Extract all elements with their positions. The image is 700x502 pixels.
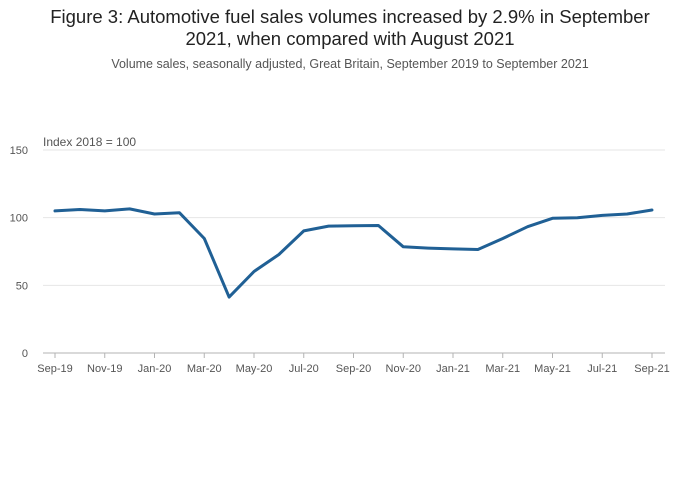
data-point[interactable]	[325, 222, 333, 230]
data-point[interactable]	[76, 206, 84, 214]
data-point[interactable]	[573, 214, 581, 222]
x-tick-label: Nov-19	[87, 363, 122, 375]
x-tick-label: Sep-21	[634, 363, 669, 375]
data-point[interactable]	[549, 214, 557, 222]
data-point[interactable]	[300, 227, 308, 235]
data-point[interactable]	[598, 211, 606, 219]
data-point[interactable]	[101, 207, 109, 215]
y-tick-label: 150	[10, 145, 28, 157]
x-tick-label: May-20	[236, 363, 273, 375]
data-point[interactable]	[648, 206, 656, 214]
y-tick-label: 100	[10, 213, 28, 225]
x-tick-label: Sep-19	[37, 363, 72, 375]
axes: 0 50 100 150 Sep-19 Nov-19 Jan-20 Mar-20 May-20 J…	[10, 145, 670, 375]
series-layer	[51, 205, 656, 301]
data-point[interactable]	[499, 235, 507, 243]
x-tick-label: May-21	[534, 363, 571, 375]
data-point[interactable]	[275, 250, 283, 258]
data-point[interactable]	[449, 245, 457, 253]
chart-title: Figure 3: Automotive fuel sales volumes …	[0, 6, 700, 50]
x-tick-label: Nov-20	[386, 363, 421, 375]
data-point[interactable]	[474, 245, 482, 253]
chart-title-line-2: 2021, when compared with August 2021	[185, 28, 515, 49]
y-axis-label: Index 2018 = 100	[43, 135, 136, 149]
data-point[interactable]	[250, 268, 258, 276]
data-point[interactable]	[424, 244, 432, 252]
data-point[interactable]	[200, 235, 208, 243]
data-point[interactable]	[524, 223, 532, 231]
x-tick-label: Jul-20	[289, 363, 319, 375]
y-tick-label: 0	[22, 348, 28, 360]
data-point[interactable]	[374, 222, 382, 230]
series-line	[53, 207, 654, 299]
data-point[interactable]	[225, 293, 233, 301]
data-point[interactable]	[623, 210, 631, 218]
data-point[interactable]	[151, 210, 159, 218]
x-tick-label: Mar-20	[187, 363, 222, 375]
x-tick-label: Mar-21	[485, 363, 520, 375]
data-point[interactable]	[51, 207, 59, 215]
y-tick-label: 50	[16, 280, 28, 292]
x-tick-label: Jan-20	[138, 363, 172, 375]
x-tick-label: Jan-21	[436, 363, 470, 375]
data-point[interactable]	[350, 222, 358, 230]
chart-title-line-1: Figure 3: Automotive fuel sales volumes …	[50, 6, 650, 27]
x-tick-label: Sep-20	[336, 363, 371, 375]
x-tick-label: Jul-21	[587, 363, 617, 375]
chart-subtitle: Volume sales, seasonally adjusted, Great…	[111, 57, 589, 71]
data-point[interactable]	[126, 205, 134, 213]
data-point[interactable]	[175, 209, 183, 217]
data-point[interactable]	[399, 243, 407, 251]
